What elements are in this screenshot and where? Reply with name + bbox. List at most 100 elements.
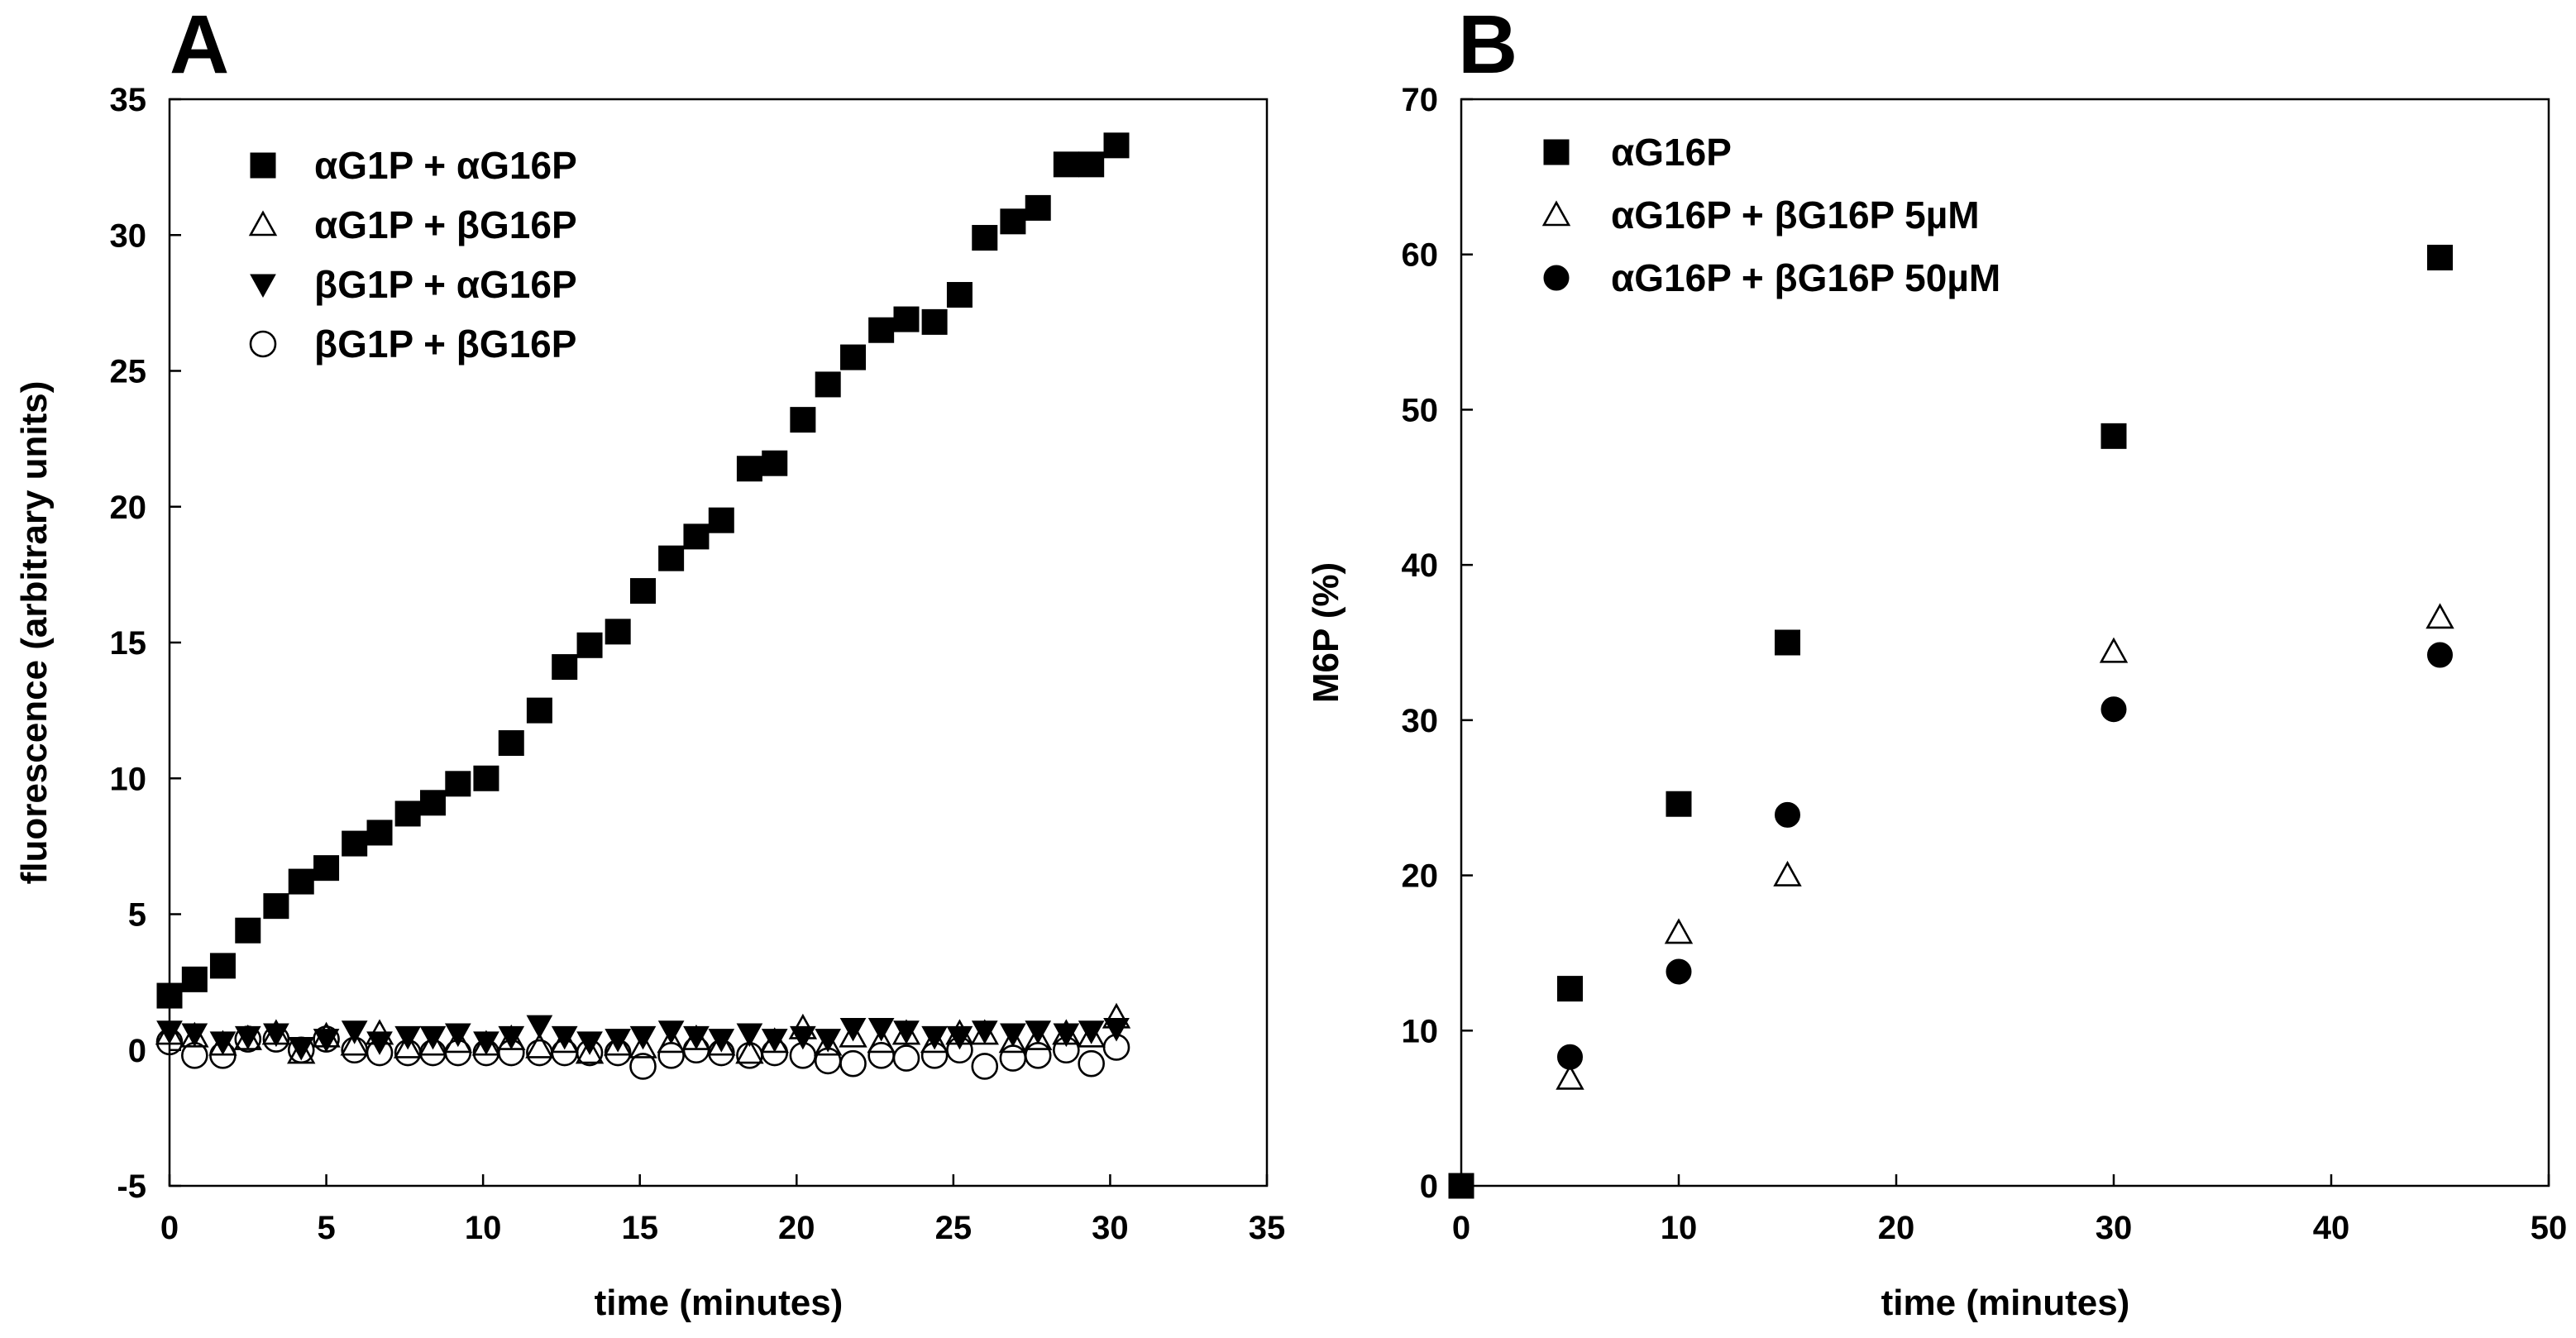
panel-a-series-2-point	[657, 1027, 686, 1054]
panel-b-x-axis-title: time (minutes)	[1881, 1283, 2130, 1323]
panel-a-series-4-point	[444, 1039, 472, 1067]
panel-b-series-2-point	[2099, 637, 2129, 663]
panel-b-y-tick-label: 10	[1402, 1013, 1439, 1049]
panel-a-series-4-point	[497, 1039, 525, 1067]
panel-b-y-tick-label: 60	[1402, 237, 1439, 274]
panel-a-series-3-point	[1000, 1023, 1026, 1048]
panel-a-x-tick-label: 35	[1249, 1210, 1286, 1246]
panel-a-series-2-point	[340, 1030, 369, 1056]
panel-a-series-3-point	[444, 1023, 471, 1048]
panel-a-series-3-point	[498, 1025, 525, 1050]
panel-a-series-3-point	[921, 1025, 948, 1050]
panel-a-series-3-point	[526, 1015, 553, 1039]
panel-a-series-2-point	[707, 1030, 736, 1056]
panel-a-series-1-point	[313, 855, 340, 882]
panel-a-series-4-point	[287, 1036, 315, 1064]
panel-a-legend: αG1P + αG16P αG1P + βG16P βG1P + αG16P βG1P…	[248, 144, 577, 366]
panel-a-series-3-point	[867, 1017, 895, 1042]
panel-a-chart: A time (minutes) fluorescence (arbitrary…	[14, 0, 1285, 1323]
panel-a-series-2-point	[1077, 1021, 1106, 1048]
panel-a-series-1-point	[1000, 208, 1026, 235]
panel-a-series-4-point	[761, 1039, 789, 1067]
panel-a-y-tick-label: 5	[128, 897, 146, 934]
panel-b-legend-label: αG16P + βG16P 50µM	[1611, 256, 2000, 299]
panel-b-series-1-point	[1666, 791, 1692, 817]
panel-a-series-1-point	[235, 917, 261, 944]
panel-a-series-3-point	[790, 1025, 816, 1050]
panel-a-x-tick-label: 5	[317, 1210, 335, 1246]
panel-a-series-1-point	[683, 523, 710, 550]
panel-a-letter: A	[170, 0, 229, 91]
panel-a-series-4-point	[604, 1039, 632, 1067]
panel-a-y-tick-label: 30	[110, 217, 147, 254]
panel-a-series-4-point	[971, 1053, 999, 1080]
panel-b-series-1-point	[2100, 423, 2127, 449]
panel-a-series-4-point	[999, 1044, 1027, 1072]
panel-a-series-1-point	[1103, 132, 1130, 159]
panel-b-series-2-point	[1664, 918, 1694, 944]
panel-b-series-3	[1557, 642, 2453, 1070]
panel-a-series-2-point	[418, 1030, 447, 1056]
panel-a-series-3	[156, 1015, 1130, 1061]
panel-a-series-1-point	[419, 790, 446, 816]
panel-b-series-1-point	[1775, 629, 1800, 656]
panel-a-series-1-point	[815, 371, 841, 398]
panel-a-y-tick-label: -5	[117, 1168, 146, 1205]
panel-a-series-1-point	[762, 450, 788, 476]
panel-a-series-1-point	[893, 306, 920, 332]
panel-b-series-2-point	[1556, 1063, 1584, 1090]
panel-b-y-tick-label: 30	[1402, 703, 1439, 739]
panel-a-series-3-point	[971, 1020, 998, 1044]
panel-a-series-4-point	[707, 1039, 735, 1067]
panel-a-series-3-point	[657, 1020, 685, 1044]
panel-b-series-3-point	[1666, 958, 1692, 985]
panel-a-legend-label: αG1P + βG16P	[314, 203, 577, 246]
panel-b-x-tick-label: 30	[2096, 1210, 2133, 1246]
panel-a-series-1-point	[263, 893, 289, 920]
panel-b-y-axis-title: M6P (%)	[1306, 562, 1346, 703]
panel-a-series-1-point	[576, 632, 603, 658]
panel-a-series-4-point	[1078, 1049, 1105, 1078]
panel-b-legend-label: αG16P + βG16P 5µM	[1611, 194, 1980, 237]
panel-a-series-1-point	[840, 344, 867, 370]
panel-a-y-tick-label: 0	[128, 1033, 146, 1069]
panel-a-x-tick-label: 0	[160, 1210, 179, 1246]
panel-a-series-2-point	[603, 1030, 633, 1056]
panel-a-series-1-point	[552, 654, 578, 681]
panel-a-series-4-point	[1024, 1042, 1052, 1069]
panel-a-series-4-point	[1102, 1034, 1130, 1061]
panel-a-legend-label: αG1P + αG16P	[314, 144, 577, 187]
panel-b-series-1-point	[1448, 1173, 1474, 1199]
panel-a-series-2-point	[575, 1038, 605, 1064]
panel-a-series-3-point	[736, 1023, 763, 1048]
panel-a-series-1-point	[736, 456, 762, 482]
panel-a-series-1-point	[1025, 194, 1051, 221]
panel-a-series-4-point	[946, 1036, 973, 1064]
panel-a-x-axis-title: time (minutes)	[595, 1283, 844, 1323]
panel-a-series-1-point	[473, 765, 499, 791]
panel-a-series-1-point	[498, 730, 524, 757]
panel-a-series-3-point	[394, 1025, 421, 1050]
panel-a-series-4-point	[155, 1028, 184, 1056]
panel-a-series-1-point	[156, 982, 183, 1009]
panel-a-series-2-point	[525, 1032, 554, 1058]
panel-a-legend-marker	[249, 330, 277, 358]
panel-b-x-tick-label: 20	[1878, 1210, 1915, 1246]
panel-a-series-1-point	[342, 830, 368, 857]
panel-b-series-3-point	[1557, 1044, 1583, 1070]
panel-b-y-tick-label: 40	[1402, 547, 1439, 584]
panel-a-series-4-point	[839, 1049, 867, 1078]
panel-a-series-4-point	[262, 1025, 290, 1053]
panel-a-series-1-point	[921, 308, 948, 335]
panel-a-series-1-point	[630, 578, 657, 604]
panel-a-series-1	[156, 132, 1130, 1009]
panel-a-series-2-point	[998, 1027, 1028, 1054]
panel-b-series-1-point	[2427, 244, 2453, 270]
panel-b-series-3-point	[2427, 642, 2453, 668]
panel-a-series-3-point	[1053, 1023, 1080, 1048]
panel-b-x-tick-label: 50	[2531, 1210, 2568, 1246]
panel-a-series-1-point	[1053, 151, 1079, 178]
panel-a-y-axis-title: fluorescence (arbitrary units)	[14, 381, 55, 885]
panel-a-series-1-point	[790, 407, 816, 433]
panel-a-series-1-point	[972, 225, 998, 251]
